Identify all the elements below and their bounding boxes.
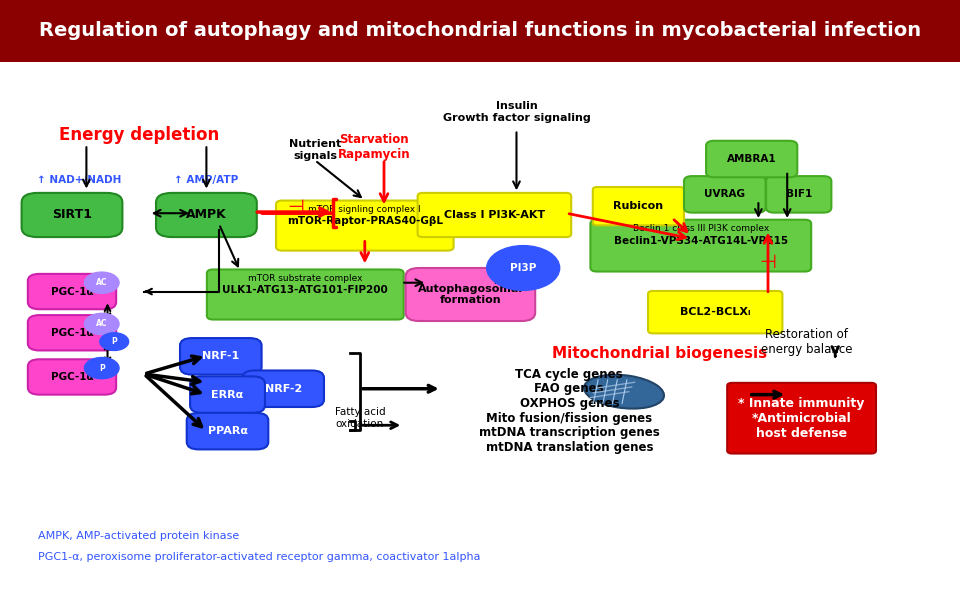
Text: ULK1-ATG13-ATG101-FIP200: ULK1-ATG13-ATG101-FIP200 — [223, 285, 388, 295]
FancyBboxPatch shape — [186, 413, 268, 449]
Text: NRF-2: NRF-2 — [265, 384, 301, 393]
FancyBboxPatch shape — [590, 220, 811, 272]
Text: ↑ NAD+/NADH: ↑ NAD+/NADH — [36, 175, 121, 184]
FancyBboxPatch shape — [418, 193, 571, 237]
Text: ⊣: ⊣ — [759, 253, 777, 272]
Text: AMPK, AMP-activated protein kinase: AMPK, AMP-activated protein kinase — [38, 531, 240, 541]
Text: Beclin1-VPS34-ATG14L-VPS15: Beclin1-VPS34-ATG14L-VPS15 — [613, 236, 788, 246]
Text: Rubicon: Rubicon — [613, 201, 663, 211]
Circle shape — [84, 313, 119, 335]
Text: AC: AC — [96, 278, 108, 287]
Text: TCA cycle genes: TCA cycle genes — [516, 368, 623, 380]
FancyBboxPatch shape — [28, 315, 116, 350]
Text: mTOR signling complex I: mTOR signling complex I — [308, 205, 421, 214]
Text: ERRα: ERRα — [211, 390, 244, 399]
Circle shape — [487, 246, 560, 290]
Text: OXPHOS genes: OXPHOS genes — [519, 397, 619, 410]
Text: AMPK: AMPK — [186, 209, 227, 221]
FancyBboxPatch shape — [156, 193, 256, 237]
Text: AC: AC — [96, 319, 108, 329]
Ellipse shape — [584, 375, 664, 409]
FancyBboxPatch shape — [766, 176, 831, 213]
FancyBboxPatch shape — [276, 201, 453, 251]
Text: * Innate immunity
*Antimicrobial
host defense: * Innate immunity *Antimicrobial host de… — [738, 396, 865, 440]
Text: PGC1-α, peroxisome proliferator-activated receptor gamma, coactivator 1alpha: PGC1-α, peroxisome proliferator-activate… — [38, 552, 481, 561]
Text: P: P — [99, 363, 105, 373]
FancyBboxPatch shape — [707, 141, 797, 177]
Text: Starvation
Rapamycin: Starvation Rapamycin — [338, 133, 411, 161]
Text: Insulin
Growth factor signaling: Insulin Growth factor signaling — [443, 101, 590, 123]
FancyBboxPatch shape — [28, 274, 116, 309]
Text: P: P — [111, 337, 117, 346]
Text: mtDNA transcription genes: mtDNA transcription genes — [479, 426, 660, 439]
Text: Energy depletion: Energy depletion — [60, 127, 219, 144]
Text: Regulation of autophagy and mitochondrial functions in mycobacterial infection: Regulation of autophagy and mitochondria… — [39, 21, 921, 41]
Text: Fatty acid
oxidation: Fatty acid oxidation — [335, 408, 385, 429]
FancyBboxPatch shape — [21, 193, 123, 237]
FancyBboxPatch shape — [207, 270, 403, 319]
FancyBboxPatch shape — [180, 338, 261, 375]
Text: mTOR substrate complex: mTOR substrate complex — [248, 274, 363, 283]
Text: Class I PI3K-AKT: Class I PI3K-AKT — [444, 210, 545, 220]
Text: ↑ AMP/ATP: ↑ AMP/ATP — [175, 175, 238, 184]
Text: Restoration of
energy balance: Restoration of energy balance — [760, 327, 852, 356]
Circle shape — [84, 358, 119, 379]
FancyBboxPatch shape — [728, 383, 876, 454]
FancyBboxPatch shape — [648, 291, 782, 333]
Text: Nutrient
signals: Nutrient signals — [289, 140, 341, 161]
Text: Mitochondrial biogenesis: Mitochondrial biogenesis — [552, 346, 767, 361]
Text: mtDNA translation genes: mtDNA translation genes — [486, 441, 653, 454]
FancyBboxPatch shape — [684, 176, 766, 213]
Text: FAO genes: FAO genes — [535, 382, 604, 395]
Text: PGC-1α: PGC-1α — [51, 328, 93, 337]
Text: mTOR-Raptor-PRAS40-GβL: mTOR-Raptor-PRAS40-GβL — [287, 216, 443, 226]
FancyBboxPatch shape — [28, 359, 116, 395]
Text: SIRT1: SIRT1 — [52, 209, 92, 221]
Text: Autophagosomal
formation: Autophagosomal formation — [418, 284, 523, 305]
FancyBboxPatch shape — [0, 0, 960, 62]
Text: PPARα: PPARα — [207, 426, 248, 436]
Text: BCL2-BCLXₗ: BCL2-BCLXₗ — [680, 307, 751, 317]
Circle shape — [84, 272, 119, 293]
Text: PGC-1α: PGC-1α — [51, 372, 93, 382]
Text: PGC-1α: PGC-1α — [51, 287, 93, 296]
FancyBboxPatch shape — [190, 376, 265, 413]
FancyBboxPatch shape — [242, 370, 324, 407]
Text: NRF-1: NRF-1 — [203, 352, 239, 361]
Text: Beclin 1 class III PI3K complex: Beclin 1 class III PI3K complex — [633, 224, 769, 233]
Circle shape — [100, 333, 129, 350]
Text: PI3P: PI3P — [510, 263, 537, 273]
FancyBboxPatch shape — [405, 268, 536, 321]
FancyBboxPatch shape — [593, 187, 684, 226]
Text: UVRAG: UVRAG — [705, 190, 745, 199]
Text: ⊣: ⊣ — [287, 198, 304, 217]
Text: AMBRA1: AMBRA1 — [727, 154, 777, 164]
Text: Mito fusion/fission genes: Mito fusion/fission genes — [486, 412, 653, 425]
Text: BIF1: BIF1 — [785, 190, 812, 199]
